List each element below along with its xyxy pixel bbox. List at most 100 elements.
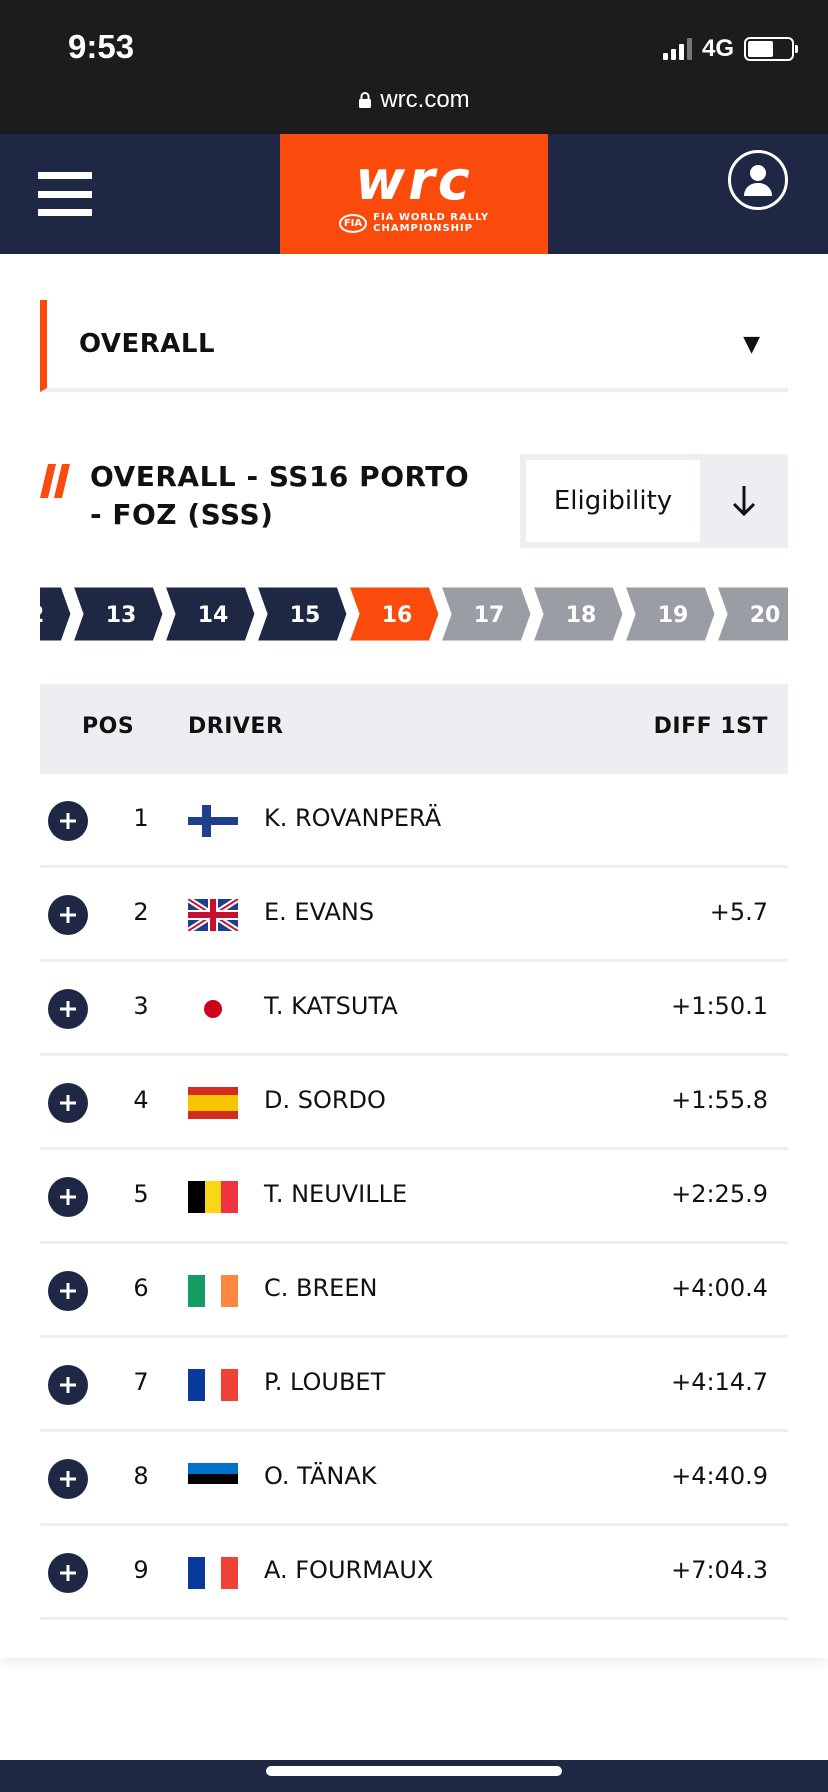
- stage-chip-19[interactable]: 19: [622, 586, 718, 642]
- category-dropdown[interactable]: OVERALL ▼: [40, 300, 788, 392]
- position-cell: 3: [133, 992, 149, 1020]
- stage-chip-18[interactable]: 18: [530, 586, 626, 642]
- position-cell: 1: [133, 804, 149, 832]
- driver-name-cell[interactable]: T. KATSUTA: [264, 992, 398, 1020]
- hamburger-menu-icon[interactable]: [38, 172, 92, 216]
- logo-subtitle: FIA WORLD RALLY CHAMPIONSHIP: [373, 212, 489, 234]
- stage-chip-label: 18: [566, 603, 597, 628]
- dropdown-selected-value: OVERALL: [79, 329, 216, 359]
- address-bar[interactable]: wrc.com: [0, 86, 828, 114]
- table-row[interactable]: 6 C. BREEN +4:00.4: [40, 1244, 788, 1338]
- diff-cell: +4:14.7: [671, 1368, 768, 1396]
- home-indicator[interactable]: [266, 1766, 562, 1776]
- stage-title-row: OVERALL - SS16 PORTO - FOZ (SSS) Eligibi…: [40, 454, 788, 554]
- driver-name-cell[interactable]: E. EVANS: [264, 898, 375, 926]
- table-row[interactable]: 3 T. KATSUTA +1:50.1: [40, 962, 788, 1056]
- status-bar: 9:53 4G wrc.com: [0, 0, 828, 134]
- browser-bottom-bar: [0, 1760, 828, 1792]
- stage-chip-label: 15: [290, 603, 321, 628]
- position-cell: 2: [133, 898, 149, 926]
- spain-flag-icon: [188, 1087, 238, 1119]
- diff-cell: +4:00.4: [671, 1274, 768, 1302]
- table-row[interactable]: 1 K. ROVANPERÄ: [40, 774, 788, 868]
- table-row[interactable]: 4 D. SORDO +1:55.8: [40, 1056, 788, 1150]
- eligibility-filter[interactable]: Eligibility: [520, 454, 788, 548]
- position-cell: 9: [133, 1556, 149, 1584]
- caret-down-icon: ▼: [743, 331, 760, 357]
- driver-name-cell[interactable]: P. LOUBET: [264, 1368, 386, 1396]
- driver-name-cell[interactable]: T. NEUVILLE: [264, 1180, 408, 1208]
- user-account-icon[interactable]: [728, 150, 788, 210]
- stage-chip-label: 13: [106, 603, 137, 628]
- expand-plus-icon[interactable]: [48, 895, 88, 935]
- expand-plus-icon[interactable]: [48, 1459, 88, 1499]
- expand-plus-icon[interactable]: [48, 801, 88, 841]
- table-row[interactable]: 5 T. NEUVILLE +2:25.9: [40, 1150, 788, 1244]
- france-flag-icon: [188, 1369, 238, 1401]
- diff-cell: +4:40.9: [671, 1462, 768, 1490]
- expand-plus-icon[interactable]: [48, 1271, 88, 1311]
- driver-name-cell[interactable]: D. SORDO: [264, 1086, 386, 1114]
- position-cell: 6: [133, 1274, 149, 1302]
- diff-cell: +1:55.8: [671, 1086, 768, 1114]
- driver-name-cell[interactable]: C. BREEN: [264, 1274, 378, 1302]
- stage-chip-15[interactable]: 15: [254, 586, 350, 642]
- battery-icon: [744, 37, 798, 61]
- stage-chip-label: 17: [474, 603, 505, 628]
- diff-cell: +2:25.9: [671, 1180, 768, 1208]
- position-cell: 4: [133, 1086, 149, 1114]
- table-row[interactable]: 9 A. FOURMAUX +7:04.3: [40, 1526, 788, 1620]
- table-row[interactable]: 8 O. TÄNAK +4:40.9: [40, 1432, 788, 1526]
- uk-flag-icon: [186, 896, 240, 934]
- signal-icon: [662, 38, 692, 60]
- stage-chip-label: 16: [382, 603, 413, 628]
- stage-selector[interactable]: 12 13 14 15 16 17 18 19 20: [40, 586, 788, 642]
- table-header: POS DRIVER DIFF 1ST: [40, 684, 788, 774]
- column-header-diff[interactable]: DIFF 1ST: [653, 714, 768, 739]
- japan-flag-icon: [188, 993, 238, 1025]
- stage-chip-20[interactable]: 20: [714, 586, 788, 642]
- expand-plus-icon[interactable]: [48, 1083, 88, 1123]
- logo-subtitle-line2: CHAMPIONSHIP: [373, 223, 474, 234]
- stage-chip-label: 14: [198, 603, 229, 628]
- table-row[interactable]: 7 P. LOUBET +4:14.7: [40, 1338, 788, 1432]
- column-header-pos[interactable]: POS: [82, 714, 135, 739]
- wrc-logo[interactable]: wrc FIA FIA WORLD RALLY CHAMPIONSHIP: [280, 134, 548, 254]
- column-header-driver[interactable]: DRIVER: [188, 714, 284, 739]
- network-type: 4G: [701, 35, 734, 62]
- driver-name-cell[interactable]: K. ROVANPERÄ: [264, 804, 442, 832]
- belgium-flag-icon: [188, 1181, 238, 1213]
- status-indicators: 4G: [662, 35, 798, 63]
- stage-chip-13[interactable]: 13: [70, 586, 166, 642]
- stage-chip-17[interactable]: 17: [438, 586, 534, 642]
- stage-chip-12[interactable]: 12: [40, 586, 74, 642]
- driver-name-cell[interactable]: A. FOURMAUX: [264, 1556, 434, 1584]
- lock-icon: [359, 92, 372, 108]
- diff-cell: +7:04.3: [671, 1556, 768, 1584]
- table-row[interactable]: 2 E. EVANS +5.7: [40, 868, 788, 962]
- ireland-flag-icon: [188, 1275, 238, 1307]
- stage-chip-14[interactable]: 14: [162, 586, 258, 642]
- fia-badge: FIA: [338, 213, 368, 233]
- france-flag-icon: [188, 1557, 238, 1589]
- logo-subtitle-line1: FIA WORLD RALLY: [373, 212, 490, 223]
- slash-accent-icon: [40, 464, 70, 498]
- diff-cell: +1:50.1: [671, 992, 768, 1020]
- stage-chip-label: 12: [40, 603, 44, 628]
- position-cell: 5: [133, 1180, 149, 1208]
- download-arrow-icon[interactable]: [700, 454, 788, 548]
- results-table: POS DRIVER DIFF 1ST 1 K. ROVANPERÄ 2 E. …: [40, 684, 788, 1620]
- expand-plus-icon[interactable]: [48, 1177, 88, 1217]
- eligibility-label: Eligibility: [526, 460, 700, 542]
- expand-plus-icon[interactable]: [48, 1553, 88, 1593]
- logo-wordmark: wrc: [355, 149, 473, 212]
- stage-chip-16[interactable]: 16: [346, 586, 442, 642]
- driver-name-cell[interactable]: O. TÄNAK: [264, 1462, 377, 1490]
- url-text: wrc.com: [380, 86, 470, 113]
- logo-subline: FIA FIA WORLD RALLY CHAMPIONSHIP: [338, 212, 489, 234]
- expand-plus-icon[interactable]: [48, 989, 88, 1029]
- diff-cell: +5.7: [709, 898, 768, 926]
- stage-title: OVERALL - SS16 PORTO - FOZ (SSS): [90, 460, 470, 531]
- site-header: wrc FIA FIA WORLD RALLY CHAMPIONSHIP: [0, 134, 828, 254]
- expand-plus-icon[interactable]: [48, 1365, 88, 1405]
